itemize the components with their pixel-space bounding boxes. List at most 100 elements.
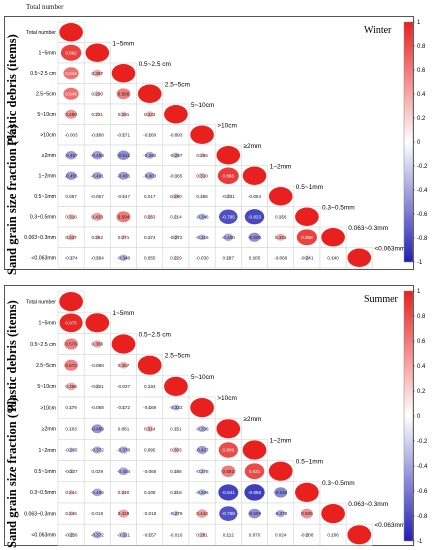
cell-value-8-7: 0.821: [249, 469, 261, 474]
cell-value-11-8: -0.068: [274, 255, 287, 260]
diag-label-4: 5~10cm: [191, 374, 214, 381]
cell-value-8-3: 0.017: [144, 194, 156, 199]
cell-mark-11-6: [225, 532, 231, 537]
cell-mark-10-8: [276, 509, 286, 518]
cell-value-5-4: -0.093: [169, 132, 182, 137]
colorbar-label-2: 0.6: [417, 339, 426, 345]
cell-mark-9-0: [68, 490, 74, 495]
cell-value-10-2: 0.429: [118, 511, 130, 516]
cell-mark-8-1: [94, 194, 100, 199]
cell-value-6-2: 0.081: [118, 426, 130, 431]
cell-value-4-0: 0.396: [65, 384, 77, 389]
cell-mark-8-7: [251, 194, 258, 199]
cell-mark-10-9: [300, 508, 313, 519]
diag-label-1: 1~5mm: [112, 310, 134, 317]
cell-mark-7-2: [119, 446, 128, 454]
colorbar-label-4: 0.2: [417, 116, 426, 122]
cell-mark-3-2: [116, 88, 131, 100]
cell-value-8-6: 0.593: [223, 469, 235, 474]
cell-value-4-2: -0.037: [117, 384, 130, 389]
cell-mark-5-2: [121, 405, 126, 410]
cell-value-11-8: 0.024: [275, 532, 287, 537]
row-label-7: 1~2mm: [39, 448, 56, 454]
cell-mark-4-4: [164, 376, 188, 396]
cell-value-3-0: 0.648: [65, 91, 77, 96]
cell-value-7-5: 0.310: [196, 173, 208, 178]
cell-value-8-1: 0.029: [92, 469, 104, 474]
cell-mark-8-5: [198, 468, 206, 474]
diag-label-11: <0.063mm: [374, 246, 405, 253]
cell-mark-8-3: [147, 194, 153, 199]
cell-mark-1-1: [85, 43, 110, 62]
cell-mark-7-4: [173, 173, 179, 178]
cell-mark-11-9: [304, 255, 310, 260]
cell-value-5-1: -0.068: [91, 405, 104, 410]
diag-label-3: 2.5~5cm: [165, 82, 190, 89]
cell-mark-2-0: [63, 67, 79, 80]
cell-value-5-0: 0.179: [65, 405, 77, 410]
cell-mark-7-7: [242, 440, 267, 460]
cell-value-9-6: -0.785: [222, 214, 235, 219]
cell-mark-2-2: [111, 334, 136, 354]
colorbar-label-0: 1: [417, 289, 421, 295]
cell-mark-5-0: [68, 405, 74, 410]
cell-value-4-2: 0.291: [118, 112, 130, 117]
cell-value-8-0: 0.057: [65, 194, 77, 199]
cell-mark-11-3: [147, 255, 153, 260]
cell-mark-8-0: [68, 194, 74, 199]
cell-value-9-1: -0.404: [91, 490, 104, 495]
winter-heatmap: Total number 1~5mm 0.5~2.5 cm 2.5~5cm 5~10cm…: [24, 20, 428, 269]
cell-value-7-6: 0.809: [223, 448, 235, 453]
diag-label-9: 0.3~0.5mm: [322, 205, 355, 212]
cell-mark-7-7: [242, 166, 267, 185]
cell-value-7-2: -0.435: [117, 173, 130, 178]
cell-mark-0-0: [59, 292, 83, 312]
cell-mark-5-2: [120, 132, 127, 137]
cell-value-10-7: -0.500: [248, 235, 261, 240]
cell-mark-8-4: [172, 193, 180, 199]
cell-value-11-6: 0.112: [223, 532, 235, 537]
cell-mark-6-0: [65, 151, 77, 160]
cell-mark-10-8: [276, 233, 286, 241]
cell-value-5-2: -0.172: [117, 405, 130, 410]
diag-label-11: <0.063mm: [374, 522, 405, 529]
cell-value-8-4: 0.290: [170, 194, 182, 199]
colorbar-label-9: -0.8: [417, 514, 428, 520]
cell-value-7-3: -0.403: [143, 173, 156, 178]
colorbar-label-1: 0.8: [417, 314, 426, 320]
cell-value-10-5: 0.443: [196, 511, 208, 516]
cell-value-9-5: -0.346: [196, 214, 209, 219]
cell-value-10-6: -0.769: [222, 511, 235, 516]
cell-mark-6-0: [68, 426, 74, 431]
cell-value-11-5: 0.281: [196, 532, 208, 537]
colorbar-label-5: 0: [417, 414, 421, 420]
row-label-4: 5~10cm: [37, 112, 56, 118]
cell-value-11-2: -0.321: [117, 532, 130, 537]
cell-value-8-2: -0.147: [117, 194, 130, 199]
cell-mark-11-7: [251, 255, 258, 260]
cell-mark-10-4: [172, 234, 180, 240]
summer-title: Summer: [364, 294, 398, 305]
cell-mark-6-4: [172, 152, 180, 158]
cell-value-9-7: -0.823: [248, 214, 261, 219]
cell-value-5-1: -0.168: [91, 132, 104, 137]
cell-value-10-5: -0.316: [196, 235, 209, 240]
cell-value-10-2: 0.271: [118, 235, 130, 240]
colorbar-label-6: -0.2: [417, 164, 428, 170]
colorbar: [403, 290, 414, 542]
diag-label-6: ≥2mm: [243, 416, 261, 423]
cell-value-1-0: 0.862: [65, 50, 77, 55]
cell-mark-10-2: [118, 509, 129, 518]
cell-mark-5-5: [190, 398, 214, 418]
cell-value-2-1: 0.386: [92, 342, 104, 347]
cell-mark-10-0: [68, 511, 75, 516]
cell-mark-11-6: [225, 255, 231, 260]
cell-mark-4-0: [66, 382, 76, 391]
cell-mark-4-2: [120, 111, 127, 117]
cell-value-7-1: -0.401: [91, 173, 104, 178]
cell-mark-8-6: [221, 465, 236, 477]
row-label-10: 0.063~0.3mm: [24, 235, 56, 241]
row-label-10: 0.063~0.3mm: [24, 511, 56, 517]
cell-mark-7-2: [118, 171, 129, 180]
cell-mark-11-2: [119, 254, 128, 261]
